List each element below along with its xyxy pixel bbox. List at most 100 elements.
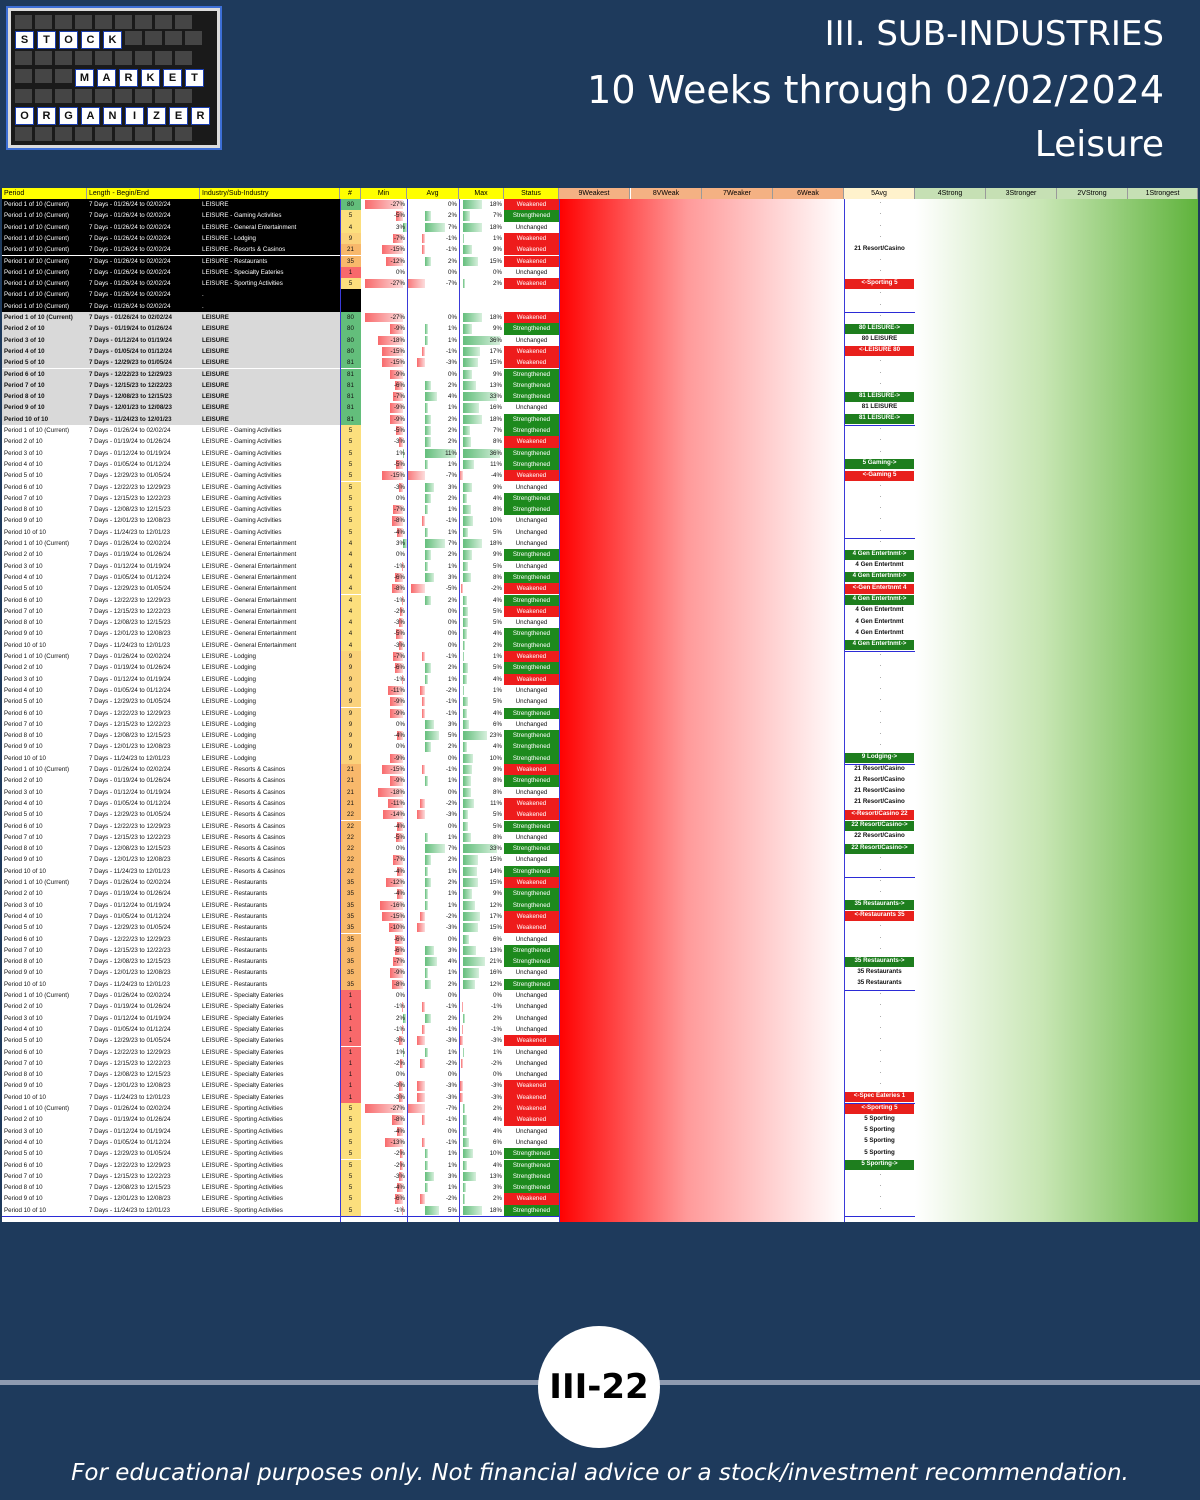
status-cell: Strengthened (504, 504, 559, 516)
rank-tag: <-Restaurants 35 (845, 911, 914, 922)
period-cell: Period 3 of 10 (2, 560, 87, 572)
empty-marker: . (879, 221, 882, 228)
column-header[interactable]: 8VWeak (631, 188, 702, 199)
status-cell: Weakened (504, 764, 559, 776)
avg-data-bar (425, 392, 437, 402)
max-data-bar (463, 900, 476, 910)
max-cell: 4% (459, 1159, 504, 1171)
min-cell: -5% (361, 425, 407, 437)
column-header[interactable]: 7Weaker (702, 188, 773, 199)
avg-cell: -5% (407, 583, 459, 595)
column-header[interactable]: 1Strongest (1128, 188, 1198, 199)
length-cell: 7 Days - 12/15/23 to 12/22/23 (87, 944, 200, 957)
column-header[interactable]: Industry/Sub-Industry (200, 188, 340, 199)
column-header[interactable]: Status (504, 188, 559, 199)
column-header[interactable]: Avg (407, 188, 459, 199)
max-data-bar (459, 1081, 463, 1091)
avg-data-bar (425, 776, 429, 786)
max-data-bar (463, 245, 473, 255)
max-data-bar (463, 1115, 468, 1125)
industry-cell: LEISURE - Resorts & Casinos (200, 809, 340, 821)
table-row: Period 5 of 10 7 Days - 12/29/23 to 01/05… (2, 696, 1198, 708)
status-cell: Unchanged (504, 831, 559, 844)
industry-cell: LEISURE - Specialty Eateries (200, 1046, 340, 1058)
column-header[interactable]: 5Avg (844, 188, 915, 199)
avg-data-bar (425, 1047, 429, 1057)
count-cell: 35 (340, 978, 361, 990)
table-row: Period 9 of 10 7 Days - 12/01/23 to 12/08… (2, 1193, 1198, 1205)
status-cell: Weakened (504, 797, 559, 810)
status-cell: Weakened (504, 583, 559, 595)
period-cell: Period 10 of 10 (2, 865, 87, 877)
empty-marker: . (879, 425, 882, 431)
table-row: Period 1 of 10 (Current) 7 Days - 01/26/2… (2, 199, 1198, 211)
status-cell: Weakened (504, 922, 559, 934)
column-header[interactable]: Length - Begin/End (87, 188, 200, 199)
column-header[interactable]: 6Weak (773, 188, 844, 199)
column-header[interactable]: 2VStrong (1057, 188, 1128, 199)
industry-cell: LEISURE - Gaming Activities (200, 425, 340, 437)
avg-cell: 1% (407, 458, 459, 471)
max-data-bar (461, 1024, 463, 1035)
max-cell: 11% (459, 797, 504, 810)
min-data-bar (377, 787, 403, 797)
table-row: Period 1 of 10 (Current) 7 Days - 01/26/2… (2, 266, 1198, 279)
count-cell: 1 (340, 1023, 361, 1036)
industry-cell: LEISURE - General Entertainment (200, 628, 340, 640)
max-data-bar (463, 776, 472, 786)
min-data-bar (383, 810, 403, 820)
period-cell: Period 10 of 10 (2, 978, 87, 990)
industry-cell: LEISURE - Resorts & Casinos (200, 786, 340, 798)
period-cell: Period 1 of 10 (Current) (2, 266, 87, 279)
length-cell: 7 Days - 01/12/24 to 01/19/24 (87, 447, 200, 459)
status-cell: Unchanged (504, 1023, 559, 1036)
logo-letter: T (37, 31, 56, 49)
rank-tag: 4 Gen Entertnmt (855, 561, 904, 569)
avg-data-bar (425, 414, 431, 424)
column-header[interactable]: Max (459, 188, 504, 199)
min-cell: -4% (361, 888, 407, 900)
avg-cell: 1% (407, 673, 459, 685)
min-data-bar (393, 652, 403, 662)
count-cell: 9 (340, 707, 361, 719)
status-cell: Weakened (504, 255, 559, 267)
min-cell: -3% (361, 639, 407, 651)
count-cell: 9 (340, 696, 361, 708)
column-header[interactable]: 4Strong (915, 188, 986, 199)
max-data-bar (460, 1058, 463, 1069)
status-cell (504, 289, 559, 301)
length-cell: 7 Days - 11/24/23 to 12/01/23 (87, 865, 200, 877)
min-data-bar (388, 923, 403, 933)
period-cell: Period 7 of 10 (2, 1170, 87, 1183)
length-cell: 7 Days - 12/29/23 to 01/05/24 (87, 1035, 200, 1047)
period-cell: Period 9 of 10 (2, 515, 87, 527)
table-row: Period 8 of 10 7 Days - 12/08/23 to 12/15… (2, 956, 1198, 968)
count-cell: 5 (340, 526, 361, 538)
max-cell: 10% (459, 752, 504, 764)
avg-cell: 5% (407, 730, 459, 742)
empty-marker: . (879, 312, 882, 318)
column-header[interactable]: # (340, 188, 361, 199)
industry-cell: . (200, 300, 340, 312)
min-data-bar (401, 1024, 403, 1035)
period-cell: Period 4 of 10 (2, 910, 87, 923)
min-data-bar (381, 358, 403, 368)
column-header[interactable]: Period (2, 188, 87, 199)
column-header[interactable]: 3Stronger (986, 188, 1057, 199)
industry-cell: LEISURE - General Entertainment (200, 583, 340, 595)
length-cell: 7 Days - 12/29/23 to 01/05/24 (87, 583, 200, 595)
column-header[interactable]: Min (361, 188, 407, 199)
column-header[interactable]: 9Weakest (559, 188, 630, 199)
max-data-bar (463, 403, 480, 413)
disclaimer: For educational purposes only. Not finan… (71, 1460, 1129, 1486)
max-data-bar (463, 459, 475, 470)
avg-cell: -3% (407, 357, 459, 369)
min-cell: -1% (361, 594, 407, 606)
max-cell: 18% (459, 221, 504, 233)
max-cell: 8% (459, 504, 504, 516)
count-cell: 4 (340, 594, 361, 606)
min-data-bar (398, 1092, 403, 1102)
status-cell: Weakened (504, 910, 559, 923)
avg-cell: 2% (407, 1012, 459, 1024)
max-cell: 12% (459, 899, 504, 911)
